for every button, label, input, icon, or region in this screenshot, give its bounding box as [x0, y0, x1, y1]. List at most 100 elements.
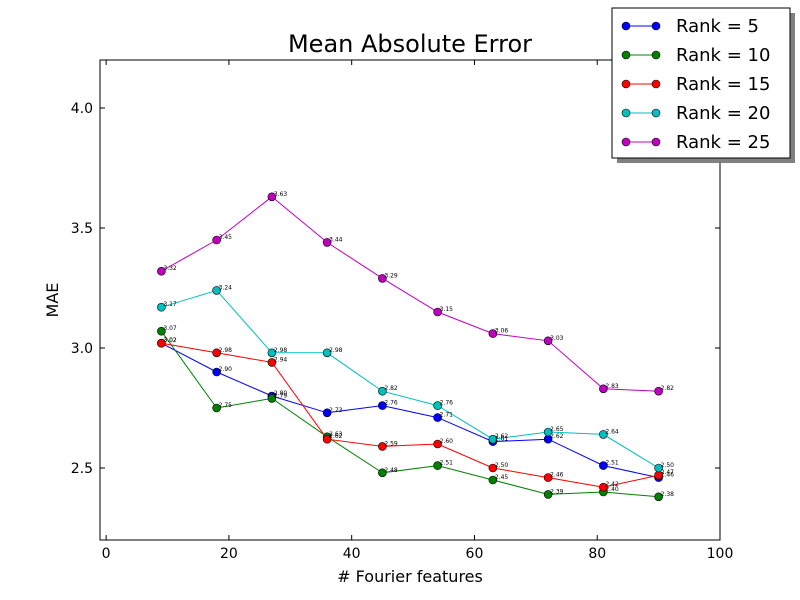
data-label: 3.02 [163, 337, 177, 344]
data-point [488, 475, 498, 485]
data-label: 3.15 [440, 306, 454, 313]
y-tick-label: 3.5 [71, 221, 93, 237]
legend-marker [651, 108, 661, 118]
legend: Rank = 5 Rank = 10 Rank = 15 Rank = 20 Rank … [611, 7, 795, 163]
data-point [433, 307, 442, 317]
legend-marker [651, 79, 661, 89]
legend-label: Rank = 15 [676, 74, 770, 95]
data-label: 2.51 [440, 460, 454, 467]
data-point [212, 403, 221, 413]
x-tick-label: 60 [466, 546, 484, 562]
data-label: 2.62 [329, 433, 343, 440]
data-label: 2.38 [661, 491, 675, 498]
series-line [160, 330, 659, 498]
data-point [157, 338, 166, 348]
data-point [322, 348, 332, 358]
data-label: 2.62 [550, 433, 564, 440]
legend-label: Rank = 10 [676, 45, 770, 66]
data-point [267, 192, 277, 202]
data-label: 2.90 [219, 366, 233, 373]
data-point [212, 286, 221, 295]
data-point [543, 336, 553, 346]
legend-marker [621, 137, 631, 147]
legend-entries: Rank = 5 Rank = 10 Rank = 15 Rank = 20 Rank … [621, 16, 770, 153]
series-2 [157, 326, 663, 502]
data-label: 3.63 [274, 191, 288, 198]
data-point [599, 461, 608, 470]
data-point [654, 492, 663, 502]
legend-entry: Rank = 15 [621, 74, 770, 95]
y-axis: 2.5 3.0 3.5 4.0 [71, 101, 720, 477]
data-label: 2.80 [274, 390, 288, 397]
data-label: 3.03 [550, 335, 564, 342]
legend-label: Rank = 25 [676, 132, 770, 153]
data-label: 2.64 [605, 428, 619, 435]
data-label: 2.98 [329, 347, 343, 354]
data-label: 2.98 [274, 347, 288, 354]
series-5 [157, 192, 663, 396]
point-label-layer: 3.022.902.802.732.762.712.61 2.622.512.46… [163, 191, 674, 498]
data-label: 3.45 [219, 234, 233, 241]
data-label: 3.06 [495, 328, 509, 335]
legend-marker [621, 108, 631, 118]
data-label: 3.24 [219, 284, 233, 291]
data-label: 2.75 [219, 402, 233, 409]
data-point [433, 401, 442, 410]
data-point [543, 490, 553, 499]
data-label: 2.42 [605, 481, 619, 488]
data-point [322, 238, 332, 247]
data-label: 2.63 [329, 431, 343, 438]
data-label: 2.45 [495, 474, 509, 481]
data-point [212, 348, 221, 358]
data-point [488, 329, 498, 338]
data-point [543, 473, 553, 482]
data-point [157, 326, 166, 336]
data-label: 2.50 [661, 462, 675, 469]
data-label: 3.29 [384, 272, 398, 279]
data-label: 2.60 [440, 438, 454, 445]
legend-marker [621, 79, 631, 89]
data-point [267, 348, 277, 358]
chart-title: Mean Absolute Error [288, 30, 532, 58]
data-label: 2.61 [495, 436, 509, 443]
data-point [378, 386, 387, 396]
x-tick-label: 80 [588, 546, 606, 562]
data-point [212, 367, 221, 377]
data-label: 2.48 [384, 467, 398, 474]
data-label: 2.65 [550, 426, 564, 433]
x-axis: 0 20 40 60 80 100 [102, 60, 734, 562]
legend-marker [621, 50, 631, 60]
data-point [488, 434, 498, 444]
data-label: 2.39 [550, 488, 564, 495]
data-label: 2.76 [384, 400, 398, 407]
data-point [378, 468, 387, 478]
data-label: 2.98 [219, 347, 233, 354]
legend-box [611, 7, 791, 159]
x-tick-label: 0 [102, 546, 111, 562]
data-point [599, 384, 608, 394]
data-point [654, 463, 663, 473]
data-label: 3.02 [163, 337, 177, 344]
data-point [322, 434, 332, 444]
data-point [267, 394, 277, 403]
data-label: 2.51 [605, 460, 619, 467]
series-line [161, 342, 659, 488]
legend-marker [651, 50, 661, 60]
data-point [654, 386, 663, 396]
x-tick-label: 20 [220, 546, 238, 562]
data-point [543, 427, 553, 437]
x-tick-label: 100 [707, 546, 734, 562]
data-label: 3.32 [163, 265, 177, 272]
data-label: 2.82 [661, 385, 675, 392]
series-layer [157, 192, 663, 502]
series-4 [157, 286, 663, 473]
data-point [378, 442, 387, 451]
data-point [599, 482, 608, 492]
data-point [322, 408, 332, 418]
data-label: 2.47 [661, 469, 675, 476]
data-label: 2.76 [440, 400, 454, 407]
series-line [161, 289, 659, 469]
data-label: 2.50 [495, 462, 509, 469]
data-point [599, 430, 608, 439]
data-label: 3.17 [163, 301, 177, 308]
